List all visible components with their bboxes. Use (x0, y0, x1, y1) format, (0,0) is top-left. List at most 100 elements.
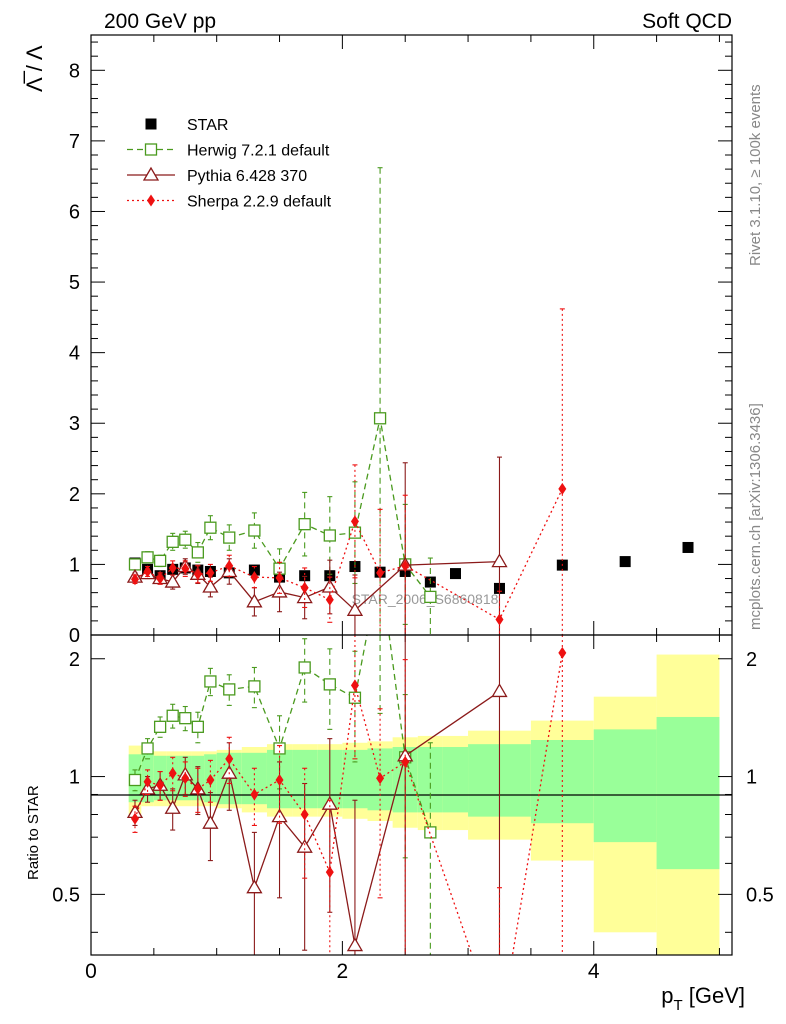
sherpa-top-line (134, 488, 563, 621)
sherpa-top-point (325, 593, 334, 606)
sherpa-top-point (206, 566, 215, 579)
sherpa-bottom-point (206, 773, 215, 786)
herwig-bottom-line (134, 635, 431, 833)
sherpa-top-point (250, 571, 259, 584)
sherpa-top-point (401, 559, 410, 572)
sherpa-bottom-point (143, 775, 152, 788)
sherpa-bottom-point (156, 779, 165, 792)
pythia-top-point (321, 578, 338, 593)
x-tick-label: 2 (337, 960, 349, 983)
star-top-point (682, 541, 694, 553)
y-tick-label: 5 (69, 272, 80, 294)
sherpa-top-point (225, 559, 234, 572)
legend-herwig-label: Herwig 7.2.1 default (187, 143, 330, 160)
star-top-point (619, 556, 631, 568)
pythia-bottom-point (246, 879, 263, 894)
sherpa-bottom-point (225, 752, 234, 765)
herwig-top-point (179, 533, 192, 546)
stat-band-bin (593, 729, 657, 843)
herwig-top-line (134, 418, 431, 598)
pythia-top-point (296, 589, 313, 604)
pythia-top-point (202, 578, 219, 593)
bottom-series (126, 635, 567, 955)
legend-pythia-marker (142, 166, 160, 181)
sherpa-bottom-point (558, 646, 567, 659)
herwig-bottom-point (141, 742, 154, 755)
stat-band-bin (442, 747, 469, 813)
stat-band-bin (656, 716, 720, 870)
herwig-top-point (166, 535, 179, 548)
legend-sherpa-label: Sherpa 2.2.9 default (187, 194, 332, 211)
sherpa-bottom-point (300, 808, 309, 821)
top-series (126, 167, 694, 635)
sherpa-top-point (168, 561, 177, 574)
pythia-top-point (491, 553, 508, 568)
y-tick-label-right: 2 (746, 649, 757, 671)
y-tick-label: 1 (69, 767, 80, 789)
legend-herwig-marker (144, 143, 158, 156)
star-top-point (248, 564, 260, 576)
herwig-bottom-point (298, 661, 311, 674)
herwig-bottom-point (223, 683, 236, 696)
herwig-bottom-point (348, 691, 362, 704)
herwig-bottom-point (273, 742, 286, 755)
pythia-top-point (246, 593, 263, 608)
sherpa-bottom-point (168, 767, 177, 780)
sherpa-top-point (143, 565, 152, 578)
herwig-bottom-point (323, 678, 336, 691)
legend-pythia-label: Pythia 6.428 370 (187, 168, 307, 185)
y-tick-label: 2 (69, 649, 80, 671)
sherpa-bottom-point (350, 679, 359, 692)
sherpa-bottom-point (130, 812, 139, 825)
herwig-top-point (141, 551, 154, 564)
y-tick-label: 4 (69, 343, 80, 365)
pythia-bottom-point (296, 838, 313, 853)
top-axes: 0 1 2 3 4 5 6 7 8 (69, 35, 732, 647)
pythia-bottom-point (321, 795, 338, 810)
y-tick-label: 2 (69, 484, 80, 506)
mcplots-label: mcplots.cern.ch [arXiv:1306.3436] (747, 403, 764, 630)
sherpa-bottom-point (181, 772, 190, 785)
sherpa-bottom-point (275, 773, 284, 786)
pythia-bottom-point (139, 780, 156, 795)
x-tick-label: 0 (85, 960, 97, 983)
sherpa-top-point (181, 562, 190, 575)
herwig-bottom-point (248, 680, 261, 693)
y-tick-label: 7 (69, 131, 80, 153)
sherpa-top-point (350, 515, 359, 528)
herwig-top-point (204, 521, 217, 534)
herwig-bottom-point (128, 773, 142, 787)
sherpa-top-point (300, 581, 309, 594)
y-tick-label: 1 (69, 554, 80, 576)
pythia-top-point (271, 583, 288, 598)
herwig-bottom-point (424, 826, 437, 839)
rivet-label: Rivet 3.1.10, ≥ 100k events (747, 84, 764, 266)
herwig-bottom-point (153, 720, 167, 733)
y-tick-label-right: 1 (746, 767, 757, 789)
stat-band-bin (342, 749, 368, 809)
sherpa-bottom-point (401, 755, 410, 768)
herwig-top-point (248, 524, 261, 537)
pythia-bottom-point (202, 814, 219, 829)
herwig-top-point (298, 518, 311, 531)
y-tick-label: 0.5 (52, 884, 80, 906)
xlabel: pT [GeV] (661, 983, 745, 1014)
sherpa-bottom-line (134, 652, 563, 955)
sherpa-top-point (193, 568, 202, 581)
sherpa-top-point (156, 572, 165, 585)
herwig-top-point (323, 529, 336, 542)
sherpa-top-point (495, 613, 504, 626)
pythia-top-point (346, 602, 364, 616)
y-tick-label: 8 (69, 60, 80, 82)
pythia-bottom-point (346, 937, 364, 952)
star-top-point (299, 570, 311, 582)
sherpa-top-point (558, 482, 567, 495)
legend: STAR Herwig 7.2.1 default Pythia 6.428 370… (127, 117, 332, 211)
y-tick-label-right: 0.5 (746, 884, 774, 906)
y-tick-label: 3 (69, 413, 80, 435)
herwig-top-point (128, 558, 142, 571)
top-y-axis-title: Λ̅ / Λ (22, 45, 47, 92)
pythia-bottom-point (491, 683, 508, 698)
star-top-point (449, 568, 461, 580)
sherpa-top-point (275, 571, 284, 584)
